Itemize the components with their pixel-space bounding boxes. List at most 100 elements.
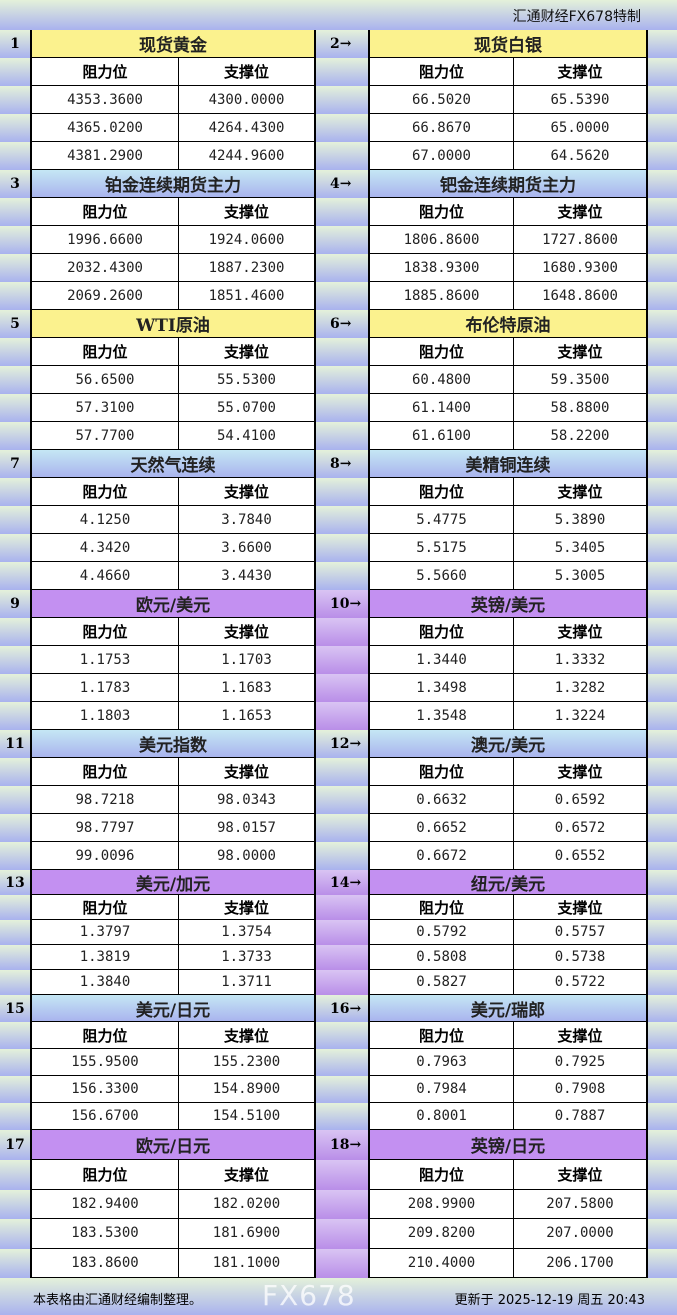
support-value: 1.3282: [514, 674, 646, 702]
left-gutter: [0, 86, 30, 114]
support-value: 1924.0600: [179, 226, 314, 254]
quote-block: 纽元/美元 阻力位 支撑位 0.5792 0.5757 0.5808 0.5738 0.582…: [368, 870, 648, 995]
block-number: 15: [5, 1000, 25, 1017]
block-number: 6→: [330, 316, 352, 332]
block-number: 14→: [330, 874, 362, 891]
middle-gutter: [316, 786, 368, 814]
middle-gutter: [316, 702, 368, 730]
gutter-row: [0, 1160, 677, 1190]
resistance-header: 阻力位: [32, 895, 179, 920]
left-gutter: [0, 534, 30, 562]
support-value: 58.8800: [514, 394, 646, 422]
middle-gutter: [316, 114, 368, 142]
support-value: 98.0157: [179, 814, 314, 842]
left-gutter: [0, 758, 30, 786]
resistance-value: 2069.2600: [32, 282, 179, 310]
support-header: 支撑位: [514, 1160, 646, 1190]
support-value: 1.3733: [179, 945, 314, 970]
middle-gutter: [316, 814, 368, 842]
right-gutter: [648, 995, 677, 1022]
right-gutter: [648, 1130, 677, 1160]
resistance-header: 阻力位: [32, 1022, 179, 1049]
left-gutter: [0, 394, 30, 422]
support-value: 4244.9600: [179, 142, 314, 170]
right-gutter: [648, 226, 677, 254]
left-gutter: [0, 1219, 30, 1249]
support-value: 1887.2300: [179, 254, 314, 282]
left-gutter: [0, 562, 30, 590]
gutter-row: [0, 1076, 677, 1103]
block-number: 12→: [330, 736, 362, 752]
block-title: 欧元/美元: [32, 590, 314, 618]
right-gutter: [648, 562, 677, 590]
left-gutter: [0, 786, 30, 814]
middle-gutter: [316, 170, 368, 198]
right-gutter: [648, 646, 677, 674]
block-title: 天然气连续: [32, 450, 314, 478]
gutter-row: [0, 1130, 677, 1160]
block-number: 18→: [330, 1137, 362, 1153]
support-value: 181.6900: [179, 1219, 314, 1249]
support-value: 4300.0000: [179, 86, 314, 114]
middle-gutter: [316, 920, 368, 945]
resistance-value: 4.4660: [32, 562, 179, 590]
support-header: 支撑位: [514, 478, 646, 506]
middle-gutter: [316, 1103, 368, 1130]
left-gutter: [0, 870, 30, 895]
block-number: 1: [10, 36, 20, 52]
gutter-row: [0, 646, 677, 674]
middle-gutter: [316, 870, 368, 895]
left-gutter: [0, 1130, 30, 1160]
resistance-header: 阻力位: [370, 198, 514, 226]
left-gutter: [0, 618, 30, 646]
gutter-row: [0, 786, 677, 814]
resistance-value: 60.4800: [370, 366, 514, 394]
quote-block: 天然气连续 阻力位 支撑位 4.1250 3.7840 4.3420 3.6600 4.466…: [30, 450, 316, 590]
support-value: 155.2300: [179, 1049, 314, 1076]
gutter-row: [0, 970, 677, 995]
middle-gutter: [316, 1022, 368, 1049]
resistance-header: 阻力位: [32, 478, 179, 506]
middle-gutter: [316, 394, 368, 422]
left-gutter: [0, 730, 30, 758]
support-header: 支撑位: [514, 58, 646, 86]
gutter-row: [0, 562, 677, 590]
quote-block: 布伦特原油 阻力位 支撑位 60.4800 59.3500 61.1400 58.8800 6…: [368, 310, 648, 450]
resistance-header: 阻力位: [32, 58, 179, 86]
left-gutter: [0, 366, 30, 394]
right-gutter: [648, 1248, 677, 1278]
resistance-value: 1.3440: [370, 646, 514, 674]
right-gutter: [648, 338, 677, 366]
footer: 本表格由汇通财经编制整理。 FX678 更新于 2025-12-19 周五 20…: [0, 1278, 677, 1315]
resistance-value: 5.5175: [370, 534, 514, 562]
right-gutter: [648, 702, 677, 730]
left-gutter: [0, 1189, 30, 1219]
block-number: 2→: [330, 36, 352, 52]
support-value: 1.1703: [179, 646, 314, 674]
support-value: 0.7908: [514, 1076, 646, 1103]
left-gutter: [0, 1022, 30, 1049]
support-value: 55.0700: [179, 394, 314, 422]
left-gutter: [0, 842, 30, 870]
left-gutter: [0, 170, 30, 198]
resistance-value: 57.3100: [32, 394, 179, 422]
support-value: 182.0200: [179, 1190, 314, 1219]
gutter-row: [0, 86, 677, 114]
middle-gutter: [316, 995, 368, 1022]
block-title: WTI原油: [32, 310, 314, 338]
middle-gutter: [316, 674, 368, 702]
support-value: 181.1000: [179, 1249, 314, 1278]
resistance-value: 66.8670: [370, 114, 514, 142]
resistance-value: 66.5020: [370, 86, 514, 114]
left-gutter: [0, 674, 30, 702]
resistance-value: 0.6632: [370, 786, 514, 814]
block-title: 澳元/美元: [370, 730, 646, 758]
resistance-value: 1.3498: [370, 674, 514, 702]
left-gutter: [0, 254, 30, 282]
gutter-row: [0, 618, 677, 646]
block-title: 欧元/日元: [32, 1130, 314, 1160]
right-gutter: [648, 394, 677, 422]
support-value: 1727.8600: [514, 226, 646, 254]
middle-gutter: [316, 254, 368, 282]
resistance-value: 98.7218: [32, 786, 179, 814]
